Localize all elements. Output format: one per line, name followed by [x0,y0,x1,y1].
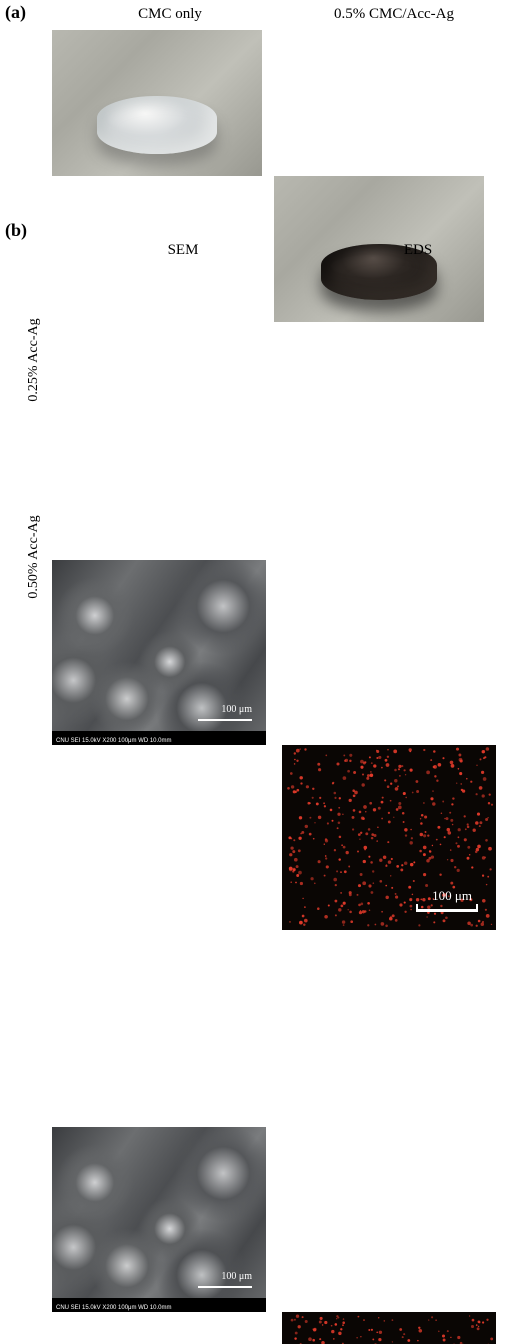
sem-scale-bar [198,1286,252,1288]
sem-scale-label: 100 μm [221,1271,252,1282]
sem-scale-bar [198,719,252,721]
eds-scale-bar [416,909,478,912]
photo-cmc-only [52,30,262,176]
eds-scale-label: 100 μm [432,888,472,904]
col-header-eds: EDS [378,242,458,259]
panel-b-label: (b) [5,220,27,241]
hydrogel-clear-puck [97,96,217,154]
eds-scale-tick-left [416,904,418,912]
sem-scale-label: 100 μm [221,704,252,715]
eds-050: 100 μm [282,1312,496,1344]
sem-025: 100 μm CNU SEI 15.0kV X200 100μm WD 10.0… [52,560,266,745]
col-header-sem: SEM [143,242,223,259]
caption-cmc-acc-ag: 0.5% CMC/Acc-Ag [304,6,484,23]
row-label-050: 0.50% Acc-Ag [26,497,42,617]
sem-050: 100 μm CNU SEI 15.0kV X200 100μm WD 10.0… [52,1127,266,1312]
sem-footer-text: CNU SEI 15.0kV X200 100μm WD 10.0mm [56,1305,172,1311]
eds-025: 100 μm [282,745,496,930]
caption-cmc-only: CMC only [110,6,230,23]
row-label-025: 0.25% Acc-Ag [26,300,42,420]
eds-scale-tick-right [476,904,478,912]
panel-a-label: (a) [5,2,26,23]
sem-footer-text: CNU SEI 15.0kV X200 100μm WD 10.0mm [56,738,172,744]
